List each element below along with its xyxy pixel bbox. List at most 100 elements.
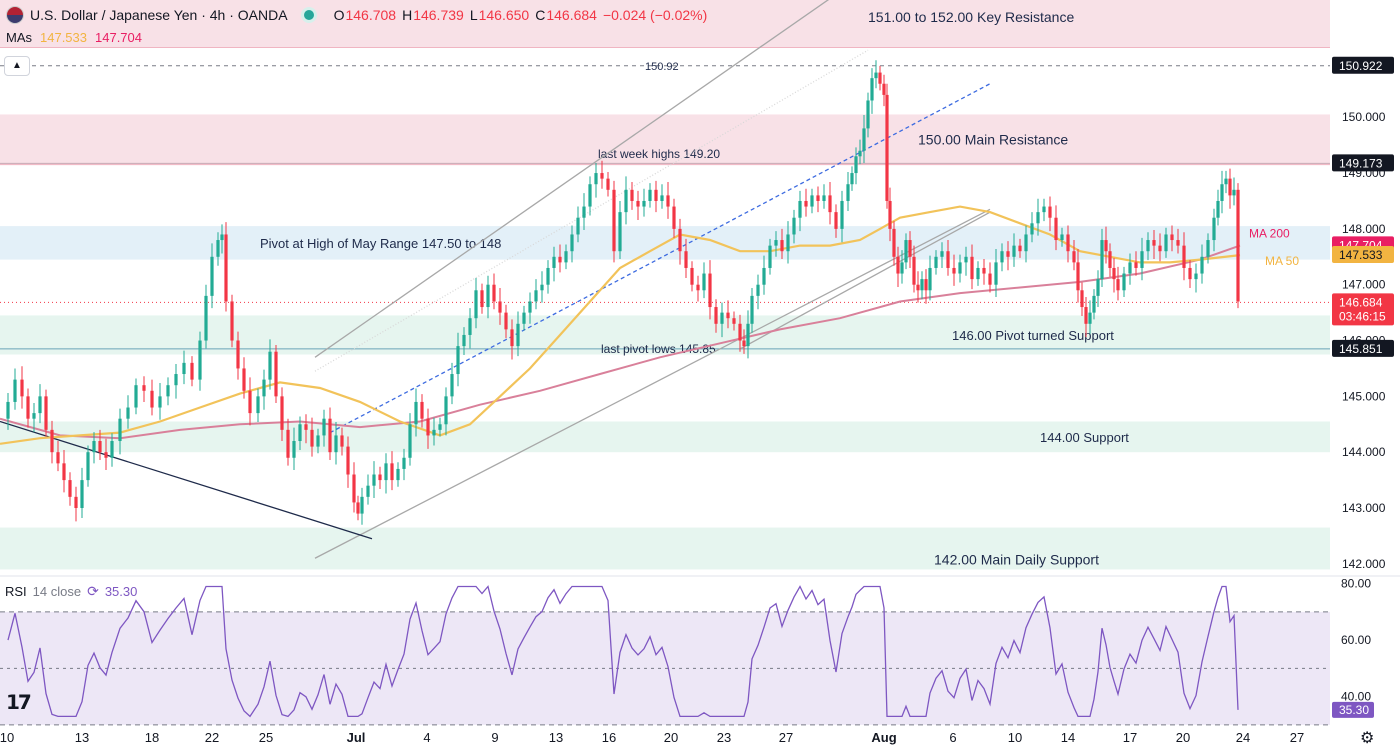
y-tick-5: 147.000 [1342, 278, 1386, 292]
candle-body [850, 173, 854, 185]
candle-body [1224, 178, 1228, 185]
zone-label-3: 146.00 Pivot turned Support [952, 328, 1114, 343]
candle-body [1104, 240, 1108, 252]
candle-body [86, 452, 90, 481]
candle-body [468, 318, 472, 335]
collapse-legend-button[interactable]: ▲ [4, 56, 30, 76]
price-tag-3: 147.533 [1339, 248, 1383, 262]
rsi-y-tick-2: 40.00 [1341, 690, 1371, 704]
candle-body [13, 379, 17, 402]
candle-body [328, 418, 332, 453]
candle-body [1088, 312, 1092, 324]
candle-body [854, 156, 858, 174]
candle-body [304, 424, 308, 430]
candle-body [1152, 240, 1156, 246]
zone-label-2: Pivot at High of May Range 147.50 to 148 [260, 236, 501, 251]
price-tag-4: 145.851 [1339, 342, 1383, 356]
candle-body [1228, 178, 1232, 196]
refresh-icon[interactable]: ⟳ [87, 583, 99, 599]
candle-body [750, 295, 754, 324]
candle-body [1170, 234, 1174, 241]
candle-body [672, 206, 676, 229]
level-label-2: last pivot lows 145.85 [601, 342, 716, 356]
candle-body [970, 256, 974, 280]
candle-body [642, 200, 646, 207]
candle-body [594, 173, 598, 185]
candle-body [98, 441, 102, 453]
y-tick-6: 148.000 [1342, 222, 1386, 236]
candle-body [878, 72, 882, 84]
candle-body [1096, 279, 1100, 296]
candle-body [552, 256, 556, 268]
price-tag-bg-4 [1332, 339, 1394, 357]
candle-body [450, 374, 454, 397]
candle-body [372, 474, 376, 486]
candle-body [606, 178, 610, 190]
x-tick-7: 9 [491, 730, 498, 745]
candle-body [958, 262, 962, 274]
candle-body [426, 418, 430, 436]
candle-body [540, 284, 544, 291]
candle-body [742, 340, 746, 347]
candle-body [356, 502, 360, 514]
candle-body [396, 468, 400, 481]
candle-body [1164, 234, 1168, 252]
x-tick-8: 13 [549, 730, 563, 745]
trend-line-3 [0, 420, 373, 540]
candle-body [480, 290, 484, 308]
mas-legend[interactable]: MAs 147.533 147.704 [6, 30, 142, 45]
candle-body [1212, 217, 1216, 241]
candle-body [340, 435, 344, 447]
candle-body [104, 452, 108, 458]
rsi-value: 35.30 [104, 584, 138, 599]
zone-0 [0, 0, 1330, 48]
candle-body [158, 396, 162, 408]
candle-body [1066, 234, 1070, 252]
candle-body [892, 228, 896, 257]
candle-body [516, 323, 520, 347]
candle-body [964, 256, 968, 263]
candle-body [576, 217, 580, 235]
candle-body [528, 301, 532, 313]
y-tick-1: 143.000 [1342, 501, 1386, 515]
candle-body [1060, 234, 1064, 241]
candle-body [828, 195, 832, 213]
candle-body [940, 251, 944, 257]
candle-body [946, 251, 950, 268]
candle-body [1108, 251, 1112, 268]
candle-body [846, 184, 850, 201]
x-tick-2: 18 [145, 730, 159, 745]
level-label-0: 150.92 [645, 61, 679, 73]
rsi-legend[interactable]: RSI 14 close ⟳ 35.30 [5, 583, 137, 600]
zone-1 [0, 114, 1330, 165]
candle-body [384, 463, 388, 481]
x-tick-0: 10 [0, 730, 14, 745]
candle-body [92, 441, 96, 453]
candle-body [786, 234, 790, 252]
candle-body [274, 351, 278, 397]
candle-body [1042, 206, 1046, 213]
ma200-legend-value: 147.704 [95, 30, 142, 45]
candle-body [804, 200, 808, 207]
market-status-icon [303, 10, 314, 20]
candle-body [1188, 267, 1192, 280]
candle-body [256, 396, 260, 414]
settings-gear-icon[interactable]: ⚙ [1360, 730, 1375, 747]
y-tick-8: 150.000 [1342, 110, 1386, 124]
candle-body [1200, 256, 1204, 274]
candle-body [204, 295, 208, 341]
candle-body [414, 401, 418, 425]
x-tick-6: 4 [423, 730, 430, 745]
candle-body [486, 284, 490, 308]
candle-body [366, 485, 370, 497]
candle-body [732, 318, 736, 324]
x-tick-4: 25 [259, 730, 273, 745]
symbol-title[interactable]: U.S. Dollar / Japanese Yen · 4h · OANDA [30, 7, 288, 23]
candle-body [134, 385, 138, 408]
tradingview-logo-icon[interactable]: 𝟭𝟳 [6, 692, 32, 714]
candle-body [1012, 245, 1016, 257]
candle-body [310, 429, 314, 447]
candle-body [1116, 279, 1120, 291]
candle-body [1080, 290, 1084, 308]
